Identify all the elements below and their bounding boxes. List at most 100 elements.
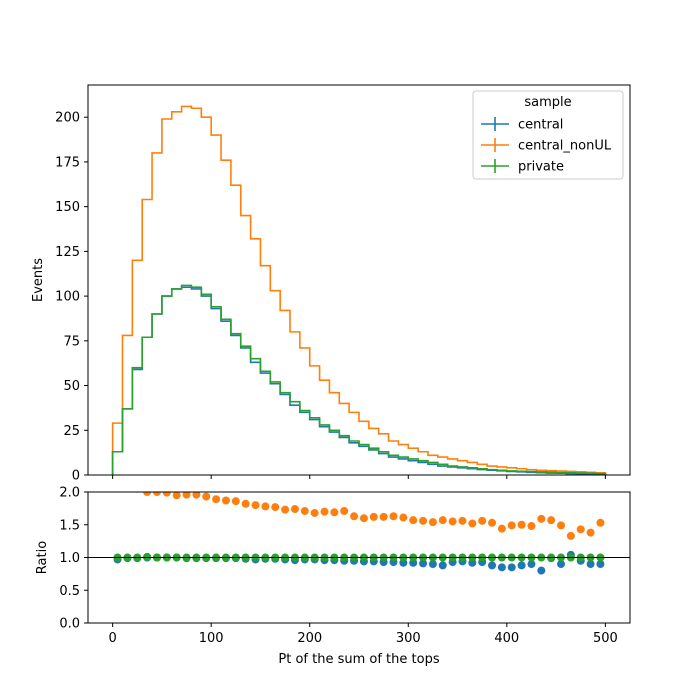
histogram-y-tick-label: 100: [55, 290, 80, 305]
ratio-point: [261, 502, 270, 511]
histogram-series-private: [111, 284, 607, 475]
ratio-y-axis-label: Ratio: [35, 541, 50, 574]
ratio-point: [310, 508, 319, 517]
ratio-point: [320, 507, 329, 516]
ratio-point: [488, 518, 497, 527]
ratio-point: [419, 516, 428, 525]
ratio-point: [557, 560, 566, 569]
ratio-point: [152, 492, 161, 496]
ratio-point: [586, 528, 595, 537]
ratio-point: [478, 516, 487, 525]
histogram-series-group: [111, 105, 607, 475]
ratio-x-tick-label: 200: [297, 631, 322, 646]
ratio-point: [537, 514, 546, 523]
ratio-point: [369, 512, 378, 521]
ratio-y-ticks: 0.0 0.5 1.0 1.5 2.0: [59, 486, 88, 632]
ratio-point: [409, 516, 418, 525]
ratio-point: [162, 492, 171, 497]
histogram-panel: 0 25 50 75 100 125 150 175 200 Events sample cen…: [31, 84, 631, 484]
ratio-series-central-nonUL: [134, 492, 605, 540]
ratio-point: [172, 492, 181, 500]
ratio-point: [428, 560, 437, 569]
ratio-point: [290, 505, 299, 514]
histogram-y-tick-label: 0: [72, 469, 80, 484]
ratio-point: [300, 506, 309, 515]
histogram-series-central-nonUL: [111, 105, 607, 475]
ratio-point: [389, 512, 398, 521]
legend-box: [472, 90, 624, 180]
histogram-y-tick-label: 50: [63, 379, 80, 394]
ratio-y-tick-label: 0.5: [59, 584, 80, 599]
ratio-point: [231, 497, 240, 506]
ratio-y-tick-label: 0.0: [59, 617, 80, 632]
ratio-series-group: [113, 492, 605, 575]
ratio-point: [507, 521, 516, 530]
legend-entry-central-nonUL: central_nonUL: [481, 138, 612, 154]
legend-label: central_nonUL: [518, 139, 612, 154]
ratio-x-tick-label: 0: [108, 631, 116, 646]
legend-label: central: [518, 118, 563, 133]
ratio-point: [517, 561, 526, 570]
ratio-point: [507, 563, 516, 572]
ratio-point: [448, 517, 457, 526]
ratio-x-tick-label: 400: [494, 631, 519, 646]
ratio-x-tick-label: 100: [199, 631, 224, 646]
ratio-point: [596, 518, 605, 527]
ratio-point: [212, 495, 221, 504]
histogram-y-tick-label: 150: [55, 200, 80, 215]
ratio-point: [527, 560, 536, 569]
ratio-point: [271, 503, 280, 512]
ratio-point: [468, 519, 477, 528]
ratio-point: [330, 508, 339, 517]
ratio-point: [143, 492, 152, 496]
ratio-point: [547, 516, 556, 525]
ratio-y-tick-label: 2.0: [59, 486, 80, 501]
ratio-point: [517, 520, 526, 529]
ratio-point: [497, 524, 506, 533]
ratio-x-tick-label: 300: [396, 631, 421, 646]
legend-label: private: [518, 160, 564, 175]
ratio-point: [419, 559, 428, 568]
ratio-point: [537, 566, 546, 575]
ratio-point: [350, 512, 359, 521]
histogram-y-tick-label: 200: [55, 111, 80, 126]
ratio-point: [576, 525, 585, 534]
x-axis-label: Pt of the sum of the tops: [278, 652, 439, 667]
ratio-point: [340, 506, 349, 515]
ratio-point: [251, 501, 260, 510]
ratio-panel: 0 100 200 300 400 500 0.0 0.5 1.0 1.5 2.0 Ratio P…: [35, 486, 631, 667]
ratio-point: [399, 513, 408, 522]
histogram-y-tick-label: 75: [63, 334, 80, 349]
ratio-point: [221, 496, 230, 505]
ratio-point: [143, 552, 152, 561]
ratio-point: [458, 516, 467, 525]
legend-title: sample: [524, 95, 571, 110]
ratio-point: [497, 563, 506, 572]
histogram-y-tick-label: 175: [55, 155, 80, 170]
ratio-point: [379, 512, 388, 521]
ratio-point: [428, 518, 437, 527]
ratio-point: [241, 499, 250, 508]
ratio-point: [202, 492, 211, 501]
histogram-y-ticks: 0 25 50 75 100 125 150 175 200: [55, 111, 88, 484]
histogram-y-axis-label: Events: [31, 258, 46, 302]
legend-entry-private: private: [481, 159, 564, 175]
ratio-point: [192, 492, 201, 499]
ratio-point: [586, 560, 595, 569]
ratio-y-tick-label: 1.5: [59, 518, 80, 533]
ratio-point: [557, 521, 566, 530]
ratio-y-tick-label: 1.0: [59, 551, 80, 566]
ratio-point: [438, 561, 447, 570]
histogram-frame: [87, 84, 631, 476]
ratio-point: [566, 531, 575, 540]
ratio-point: [488, 561, 497, 570]
ratio-point: [281, 505, 290, 514]
ratio-point: [359, 514, 368, 523]
ratio-x-ticks: 0 100 200 300 400 500: [108, 623, 618, 646]
ratio-x-tick-label: 500: [593, 631, 618, 646]
legend-entry-central: central: [481, 117, 563, 133]
histogram-y-tick-label: 125: [55, 245, 80, 260]
ratio-point: [527, 522, 536, 531]
